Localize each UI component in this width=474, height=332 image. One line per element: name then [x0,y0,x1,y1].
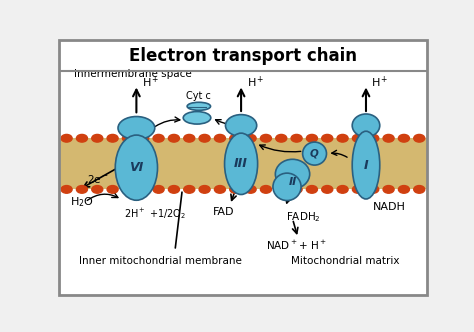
Circle shape [61,134,72,142]
Circle shape [414,186,425,193]
Text: III: III [234,157,248,170]
Circle shape [291,134,302,142]
Circle shape [153,186,164,193]
Circle shape [107,186,118,193]
Text: II: II [288,177,297,187]
FancyBboxPatch shape [59,138,427,189]
Circle shape [92,134,103,142]
Circle shape [276,134,287,142]
Circle shape [122,134,134,142]
Circle shape [76,186,87,193]
Circle shape [260,186,272,193]
Ellipse shape [302,142,327,165]
Circle shape [352,134,364,142]
Circle shape [92,186,103,193]
Ellipse shape [226,115,257,136]
Circle shape [230,134,241,142]
Circle shape [214,186,226,193]
Ellipse shape [352,131,380,199]
Circle shape [260,134,272,142]
Ellipse shape [183,112,211,124]
Circle shape [184,186,195,193]
Circle shape [138,186,149,193]
Text: I: I [364,159,368,172]
Circle shape [245,134,256,142]
Text: Cyt c: Cyt c [186,91,211,101]
Circle shape [291,186,302,193]
FancyBboxPatch shape [59,40,427,295]
Ellipse shape [273,173,301,201]
Text: FAD: FAD [213,208,234,217]
Circle shape [337,186,348,193]
Circle shape [306,134,318,142]
Ellipse shape [118,117,155,139]
Circle shape [107,134,118,142]
Circle shape [352,186,364,193]
Circle shape [199,134,210,142]
Ellipse shape [352,114,380,137]
Circle shape [383,186,394,193]
Circle shape [214,134,226,142]
Text: Inner mitochondrial membrane: Inner mitochondrial membrane [80,256,242,266]
Text: 2e$^-$: 2e$^-$ [87,173,109,185]
Ellipse shape [187,102,210,110]
Circle shape [76,134,87,142]
Ellipse shape [225,133,258,195]
Circle shape [414,134,425,142]
Text: H$_2$O: H$_2$O [70,195,94,209]
Text: 2H$^+$ +1/2O$_2$: 2H$^+$ +1/2O$_2$ [124,206,186,221]
Circle shape [322,134,333,142]
Text: H$^+$: H$^+$ [371,74,388,90]
Text: Innermembrane space: Innermembrane space [74,69,191,79]
Circle shape [368,186,379,193]
Circle shape [61,186,72,193]
Text: FADH$_2$: FADH$_2$ [286,210,321,224]
Circle shape [337,134,348,142]
Circle shape [168,186,180,193]
Text: H$^+$: H$^+$ [246,74,264,90]
Text: NADH: NADH [374,202,406,212]
Text: NAD$^+$+ H$^+$: NAD$^+$+ H$^+$ [266,239,327,252]
Circle shape [230,186,241,193]
Circle shape [399,134,410,142]
Circle shape [399,186,410,193]
Ellipse shape [115,135,157,200]
Circle shape [276,186,287,193]
Text: H$^+$: H$^+$ [142,74,159,90]
Circle shape [122,186,134,193]
Text: VI: VI [129,161,144,174]
Text: Electron transport chain: Electron transport chain [129,47,357,65]
Circle shape [322,186,333,193]
Circle shape [383,134,394,142]
Circle shape [245,186,256,193]
Circle shape [184,134,195,142]
Circle shape [199,186,210,193]
Circle shape [306,186,318,193]
Circle shape [138,134,149,142]
Text: Q: Q [310,149,319,159]
Circle shape [168,134,180,142]
Circle shape [368,134,379,142]
Text: Mitochondrial matrix: Mitochondrial matrix [291,256,399,266]
Ellipse shape [275,159,310,189]
Circle shape [153,134,164,142]
